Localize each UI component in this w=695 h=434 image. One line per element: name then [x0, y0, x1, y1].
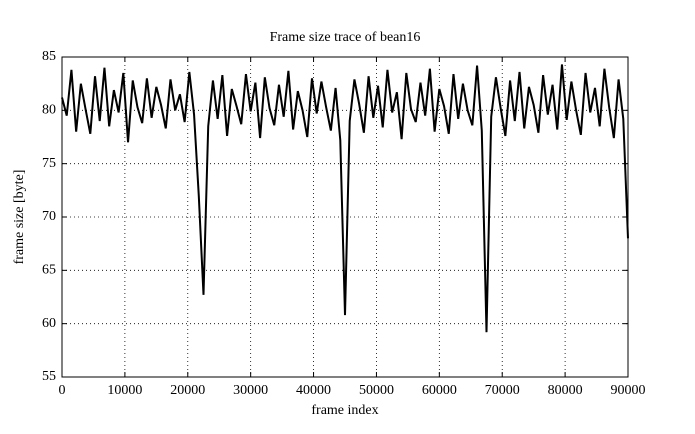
- chart-title: Frame size trace of bean16: [270, 30, 421, 45]
- y-tick-label: 70: [42, 209, 56, 224]
- x-tick-label: 40000: [296, 383, 331, 398]
- x-tick-label: 80000: [548, 383, 583, 398]
- data-line: [61, 64, 629, 333]
- y-tick-label: 75: [42, 156, 56, 171]
- y-tick-label: 60: [42, 316, 56, 331]
- x-tick-label: 0: [59, 383, 66, 398]
- y-tick-label: 80: [42, 103, 56, 118]
- y-tick-label: 65: [42, 263, 56, 278]
- y-tick-label: 55: [42, 369, 56, 384]
- x-axis-label: frame index: [311, 403, 378, 418]
- x-tick-label: 10000: [107, 383, 142, 398]
- x-tick-label: 50000: [359, 383, 394, 398]
- y-tick-label: 85: [42, 49, 56, 64]
- x-tick-label: 90000: [611, 383, 646, 398]
- x-tick-label: 60000: [422, 383, 457, 398]
- x-tick-label: 20000: [170, 383, 205, 398]
- y-axis-label: frame size [byte]: [12, 170, 27, 265]
- x-tick-label: 30000: [233, 383, 268, 398]
- x-tick-label: 70000: [485, 383, 520, 398]
